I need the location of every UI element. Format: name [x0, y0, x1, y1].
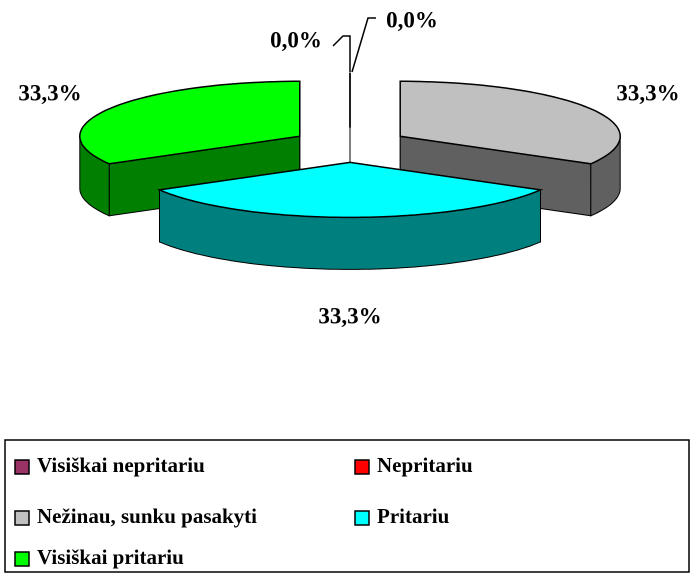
data-label: 33,3% [318, 303, 381, 328]
slice-top [79, 80, 301, 165]
data-label: 33,3% [18, 80, 81, 105]
data-label: 0,0% [270, 27, 322, 52]
legend-label: Visiškai nepritariu [37, 453, 205, 477]
legend-swatch [354, 510, 370, 526]
slice [156, 161, 544, 270]
legend-swatch [14, 510, 30, 526]
legend-label: Pritariu [377, 504, 450, 528]
legend-label: Visiškai pritariu [37, 545, 184, 569]
slice [79, 80, 301, 217]
data-label: 0,0% [386, 7, 438, 32]
slice-top [156, 161, 544, 219]
legend-swatch [14, 459, 30, 475]
legend-swatch [354, 459, 370, 475]
legend-box [4, 439, 690, 573]
leader-line [332, 35, 351, 72]
legend-label: Nepritariu [377, 453, 473, 477]
data-label: 33,3% [616, 80, 679, 105]
legend-label: Nežinau, sunku pasakyti [37, 504, 257, 528]
legend-swatch [14, 551, 30, 567]
leader-line [351, 17, 376, 73]
slice-top [399, 80, 621, 165]
